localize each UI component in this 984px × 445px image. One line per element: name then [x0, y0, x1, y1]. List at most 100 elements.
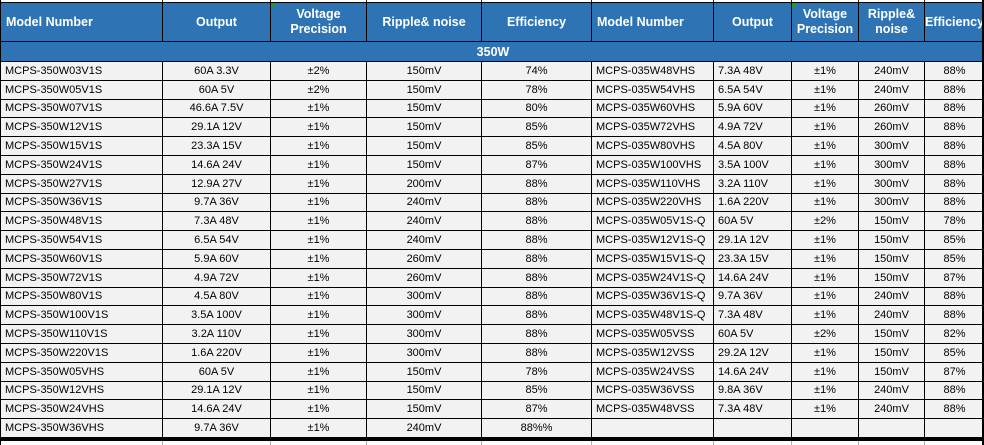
cell-model-left[interactable]: MCPS-350W12V1S — [1, 118, 163, 138]
cell-ripple-left[interactable]: 240mV — [367, 212, 482, 232]
cell-precision-right[interactable]: ±1% — [792, 174, 859, 194]
cell-efficiency-left[interactable]: 85% — [482, 137, 592, 156]
cell-model-left[interactable]: MCPS-350W27V1S — [1, 174, 163, 194]
cell-model-left[interactable]: MCPS-350W15V1S — [1, 137, 163, 156]
cell-model-right[interactable]: MCPS-035W100VHS — [592, 155, 714, 175]
cell-output-right[interactable] — [714, 419, 792, 438]
cell-output-right[interactable]: 4.9A 72V — [714, 118, 792, 138]
cell-precision-left[interactable]: ±1% — [271, 118, 367, 138]
cell-output-right[interactable]: 4.5A 80V — [714, 137, 792, 156]
cell-output-left[interactable]: 6.5A 54V — [163, 231, 271, 250]
cell-efficiency-left[interactable]: 88% — [482, 325, 592, 344]
cell-precision-right[interactable]: ±1% — [792, 118, 859, 138]
cell-ripple-left[interactable]: 260mV — [367, 268, 482, 288]
cell-output-left[interactable]: 14.6A 24V — [163, 155, 271, 175]
cell-ripple-right[interactable]: 150mV — [859, 231, 925, 250]
cell-ripple-right[interactable] — [859, 419, 925, 438]
cell-precision-right[interactable]: ±1% — [792, 193, 859, 213]
cell-efficiency-left[interactable]: 88% — [482, 193, 592, 213]
cell-output-right[interactable]: 1.6A 220V — [714, 193, 792, 213]
cell-efficiency-left[interactable]: 78% — [482, 362, 592, 382]
cell-ripple-left[interactable]: 300mV — [367, 287, 482, 307]
cell-efficiency-left[interactable]: 87% — [482, 155, 592, 175]
cell-output-right[interactable]: 14.6A 24V — [714, 268, 792, 288]
cell-output-left[interactable]: 60A 5V — [163, 80, 271, 100]
cell-precision-left[interactable]: ±1% — [271, 174, 367, 194]
cell-ripple-left[interactable]: 150mV — [367, 62, 482, 81]
cell-model-left[interactable]: MCPS-350W60V1S — [1, 249, 163, 269]
cell-ripple-left[interactable]: 240mV — [367, 419, 482, 438]
cell-efficiency-right[interactable]: 88% — [925, 306, 982, 326]
column-header-output-right[interactable]: Output — [714, 3, 792, 41]
cell-model-left[interactable]: MCPS-350W24VHS — [1, 400, 163, 420]
cell-model-right[interactable]: MCPS-035W48V1S-Q — [592, 306, 714, 326]
cell-output-right[interactable]: 7.3A 48V — [714, 62, 792, 81]
cell-model-right[interactable]: MCPS-035W220VHS — [592, 193, 714, 213]
cell-ripple-right[interactable]: 240mV — [859, 306, 925, 326]
column-header-efficiency-right[interactable]: Efficiency — [925, 3, 982, 41]
cell-model-right[interactable]: MCPS-035W36V1S-Q — [592, 287, 714, 307]
cell-ripple-left[interactable]: 240mV — [367, 193, 482, 213]
cell-output-left[interactable]: 3.2A 110V — [163, 325, 271, 344]
cell-output-left[interactable]: 9.7A 36V — [163, 419, 271, 438]
cell-output-left[interactable]: 1.6A 220V — [163, 343, 271, 363]
cell-precision-left[interactable]: ±2% — [271, 80, 367, 100]
cell-efficiency-right[interactable]: 88% — [925, 137, 982, 156]
cell-ripple-left[interactable]: 260mV — [367, 249, 482, 269]
cell-model-left[interactable]: MCPS-350W24V1S — [1, 155, 163, 175]
cell-efficiency-left[interactable]: 88% — [482, 249, 592, 269]
cell-output-right[interactable]: 60A 5V — [714, 212, 792, 232]
cell-output-left[interactable]: 29.1A 12V — [163, 118, 271, 138]
cell-efficiency-right[interactable]: 87% — [925, 362, 982, 382]
cell-ripple-right[interactable]: 150mV — [859, 212, 925, 232]
cell-precision-left[interactable]: ±1% — [271, 99, 367, 119]
cell-efficiency-right[interactable]: 85% — [925, 249, 982, 269]
cell-precision-left[interactable]: ±1% — [271, 268, 367, 288]
cell-output-left[interactable]: 46.6A 7.5V — [163, 99, 271, 119]
cell-efficiency-left[interactable]: 88% — [482, 268, 592, 288]
cell-efficiency-right[interactable]: 88% — [925, 155, 982, 175]
cell-model-right[interactable]: MCPS-035W48VHS — [592, 62, 714, 81]
cell-precision-left[interactable]: ±1% — [271, 400, 367, 420]
cell-efficiency-right[interactable]: 88% — [925, 193, 982, 213]
cell-efficiency-left[interactable]: 88% — [482, 231, 592, 250]
cell-ripple-left[interactable]: 150mV — [367, 400, 482, 420]
cell-precision-right[interactable]: ±1% — [792, 381, 859, 401]
cell-efficiency-left[interactable]: 88% — [482, 174, 592, 194]
cell-precision-left[interactable]: ±1% — [271, 231, 367, 250]
column-header-voltage-precision-left[interactable]: Voltage Precision — [271, 3, 367, 41]
cell-output-left[interactable]: 5.9A 60V — [163, 249, 271, 269]
cell-model-left[interactable]: MCPS-350W54V1S — [1, 231, 163, 250]
cell-precision-left[interactable]: ±1% — [271, 419, 367, 438]
cell-ripple-right[interactable]: 240mV — [859, 400, 925, 420]
cell-ripple-left[interactable]: 150mV — [367, 381, 482, 401]
cell-ripple-left[interactable]: 150mV — [367, 99, 482, 119]
cell-model-left[interactable]: MCPS-350W80V1S — [1, 287, 163, 307]
cell-precision-left[interactable]: ±1% — [271, 381, 367, 401]
cell-ripple-left[interactable]: 150mV — [367, 155, 482, 175]
cell-ripple-left[interactable]: 300mV — [367, 306, 482, 326]
cell-ripple-right[interactable]: 300mV — [859, 174, 925, 194]
cell-efficiency-right[interactable]: 88% — [925, 287, 982, 307]
cell-model-right[interactable]: MCPS-035W12VSS — [592, 343, 714, 363]
cell-model-left[interactable]: MCPS-350W100V1S — [1, 306, 163, 326]
cell-efficiency-left[interactable]: 85% — [482, 381, 592, 401]
cell-model-right[interactable]: MCPS-035W24V1S-Q — [592, 268, 714, 288]
cell-ripple-right[interactable]: 240mV — [859, 80, 925, 100]
cell-efficiency-right[interactable]: 88% — [925, 62, 982, 81]
cell-precision-right[interactable]: ±1% — [792, 362, 859, 382]
cell-ripple-right[interactable]: 150mV — [859, 343, 925, 363]
cell-output-left[interactable]: 29.1A 12V — [163, 381, 271, 401]
cell-ripple-right[interactable]: 240mV — [859, 287, 925, 307]
cell-output-right[interactable]: 9.8A 36V — [714, 381, 792, 401]
cell-output-right[interactable]: 7.3A 48V — [714, 306, 792, 326]
cell-output-right[interactable]: 14.6A 24V — [714, 362, 792, 382]
cell-model-right[interactable]: MCPS-035W15V1S-Q — [592, 249, 714, 269]
cell-model-left[interactable]: MCPS-350W48V1S — [1, 212, 163, 232]
cell-output-right[interactable]: 60A 5V — [714, 325, 792, 344]
cell-precision-right[interactable]: ±1% — [792, 137, 859, 156]
cell-efficiency-right[interactable] — [925, 419, 982, 438]
cell-precision-left[interactable]: ±1% — [271, 155, 367, 175]
cell-model-left[interactable]: MCPS-350W36VHS — [1, 419, 163, 438]
cell-ripple-right[interactable]: 300mV — [859, 155, 925, 175]
